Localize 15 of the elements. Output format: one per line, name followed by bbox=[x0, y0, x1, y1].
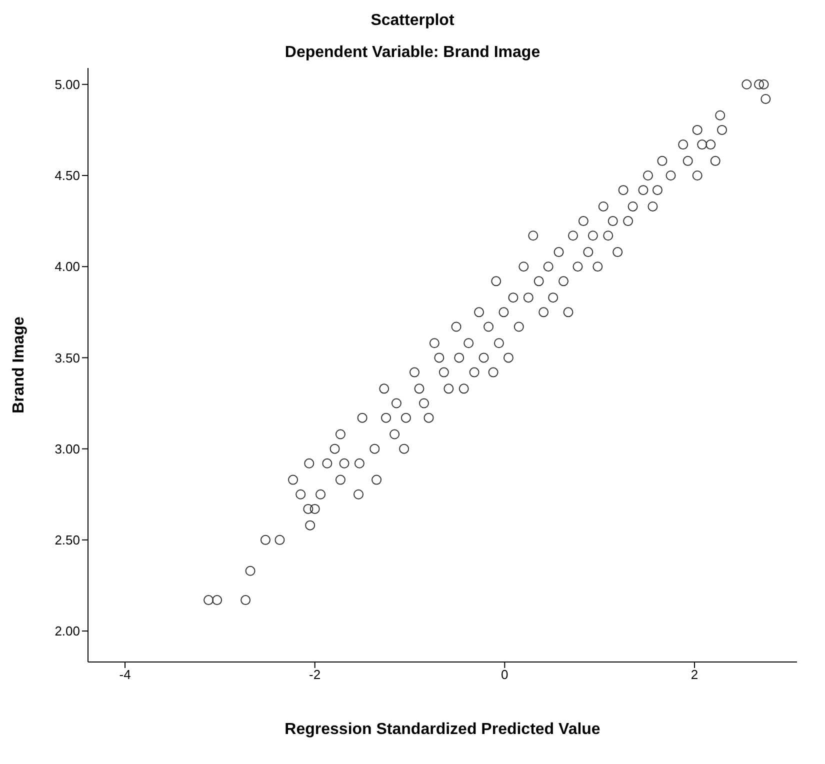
chart-subtitle: Dependent Variable: Brand Image bbox=[284, 44, 542, 62]
y-tick-label: 2.00 bbox=[54, 624, 80, 639]
chart-title: Scatterplot bbox=[370, 12, 456, 30]
x-tick-label: -4 bbox=[119, 667, 131, 682]
x-tick-label: -2 bbox=[309, 667, 321, 682]
y-axis-title: Brand Image bbox=[10, 316, 28, 414]
y-tick-label: 3.00 bbox=[54, 441, 80, 456]
x-tick-label: 0 bbox=[501, 667, 508, 682]
y-tick-label: 5.00 bbox=[54, 77, 80, 92]
x-tick-label: 2 bbox=[690, 667, 698, 682]
y-tick-label: 4.00 bbox=[54, 259, 80, 274]
y-tick-label: 3.50 bbox=[54, 350, 80, 366]
y-tick-label: 4.50 bbox=[54, 168, 80, 184]
x-axis-title: Regression Standardized Predicted Value bbox=[284, 721, 600, 738]
y-tick-label: 2.50 bbox=[54, 532, 80, 548]
